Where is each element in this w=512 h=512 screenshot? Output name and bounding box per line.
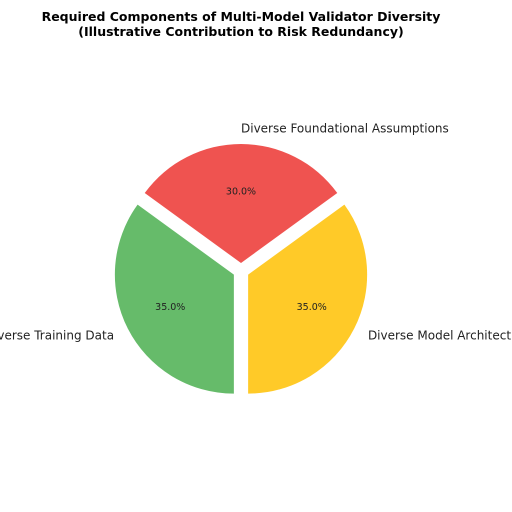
pie-slices: 30.0% Diverse Foundational Assumptions 35.…	[0, 122, 512, 394]
slice-percent-label: 35.0%	[297, 302, 327, 313]
slice-label: Diverse Foundational Assumptions	[241, 122, 449, 136]
chart-subtitle: (Illustrative Contribution to Risk Redun…	[78, 24, 403, 39]
slice-percent-label: 30.0%	[226, 187, 256, 198]
pie-slice-diverse-model-architecture	[248, 204, 368, 394]
pie-slice-diverse-foundational-assumptions	[144, 143, 338, 263]
slice-label: Diverse Model Architecture	[368, 329, 512, 343]
pie-slice-diverse-training-data	[114, 204, 234, 394]
chart-title: Required Components of Multi-Model Valid…	[42, 9, 441, 24]
slice-percent-label: 35.0%	[155, 302, 185, 313]
slice-label: Diverse Training Data	[0, 329, 114, 343]
